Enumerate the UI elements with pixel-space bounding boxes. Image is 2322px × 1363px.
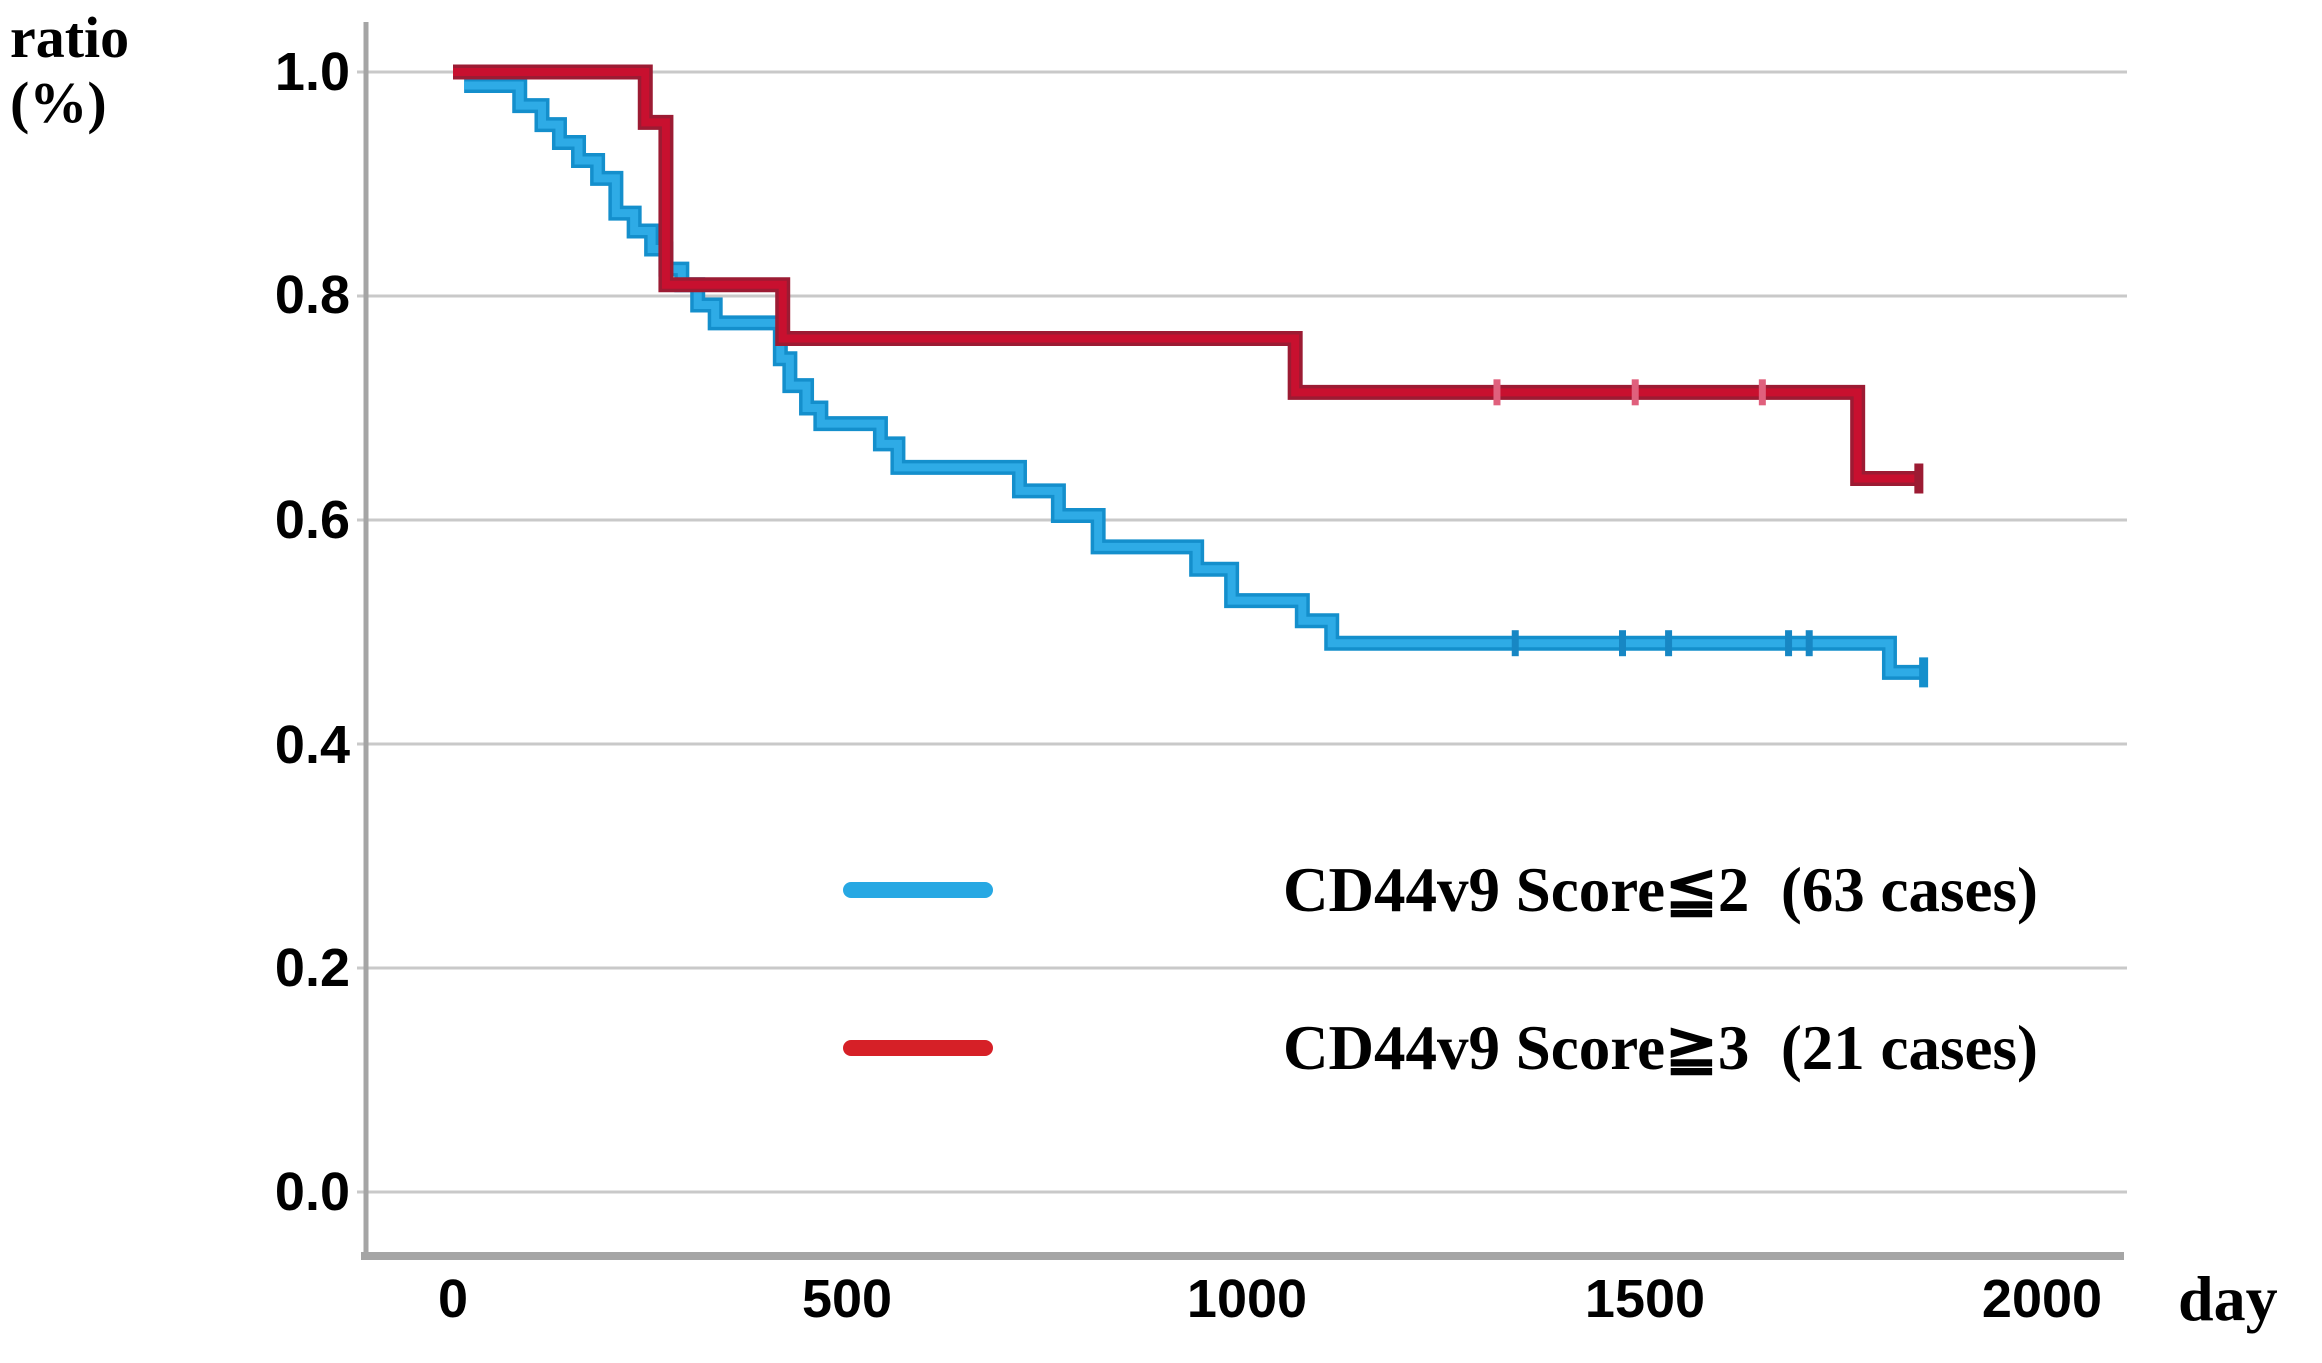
survival-curve-outline-1: [453, 64, 1919, 487]
y-tick-0.6: 0.6: [274, 490, 350, 550]
y-axis-title: ratio (%): [10, 5, 130, 136]
y-tick-0.2: 0.2: [274, 938, 350, 998]
legend-label-score-ge3: CD44v9 Score≧3 (21 cases): [1283, 1013, 2038, 1083]
y-tick-0.0: 0.0: [274, 1162, 350, 1222]
y-axis-title-line2: (%): [10, 69, 107, 135]
y-tick-1.0: 1.0: [274, 42, 350, 102]
y-axis-title-line1: ratio: [10, 5, 130, 70]
x-tick-2000: 2000: [1981, 1269, 2103, 1329]
survival-curve-1: [453, 68, 1919, 483]
x-tick-500: 500: [801, 1269, 893, 1329]
survival-curve-0: [464, 81, 1924, 677]
y-tick-0.4: 0.4: [274, 715, 350, 775]
legend-swatch-red: [843, 1040, 993, 1056]
x-tick-0: 0: [437, 1269, 469, 1329]
y-tick-0.8: 0.8: [274, 265, 350, 325]
x-tick-1000: 1000: [1186, 1269, 1308, 1329]
legend-item-score-le2: CD44v9 Score≦2 (63 cases): [843, 850, 2038, 930]
legend-swatch-blue: [843, 882, 993, 898]
x-axis-title: day: [2178, 1263, 2278, 1334]
survival-curve-outline-0: [464, 77, 1924, 680]
legend-label-score-le2: CD44v9 Score≦2 (63 cases): [1283, 855, 2038, 925]
legend-item-score-ge3: CD44v9 Score≧3 (21 cases): [843, 1008, 2038, 1088]
x-tick-1500: 1500: [1584, 1269, 1706, 1329]
